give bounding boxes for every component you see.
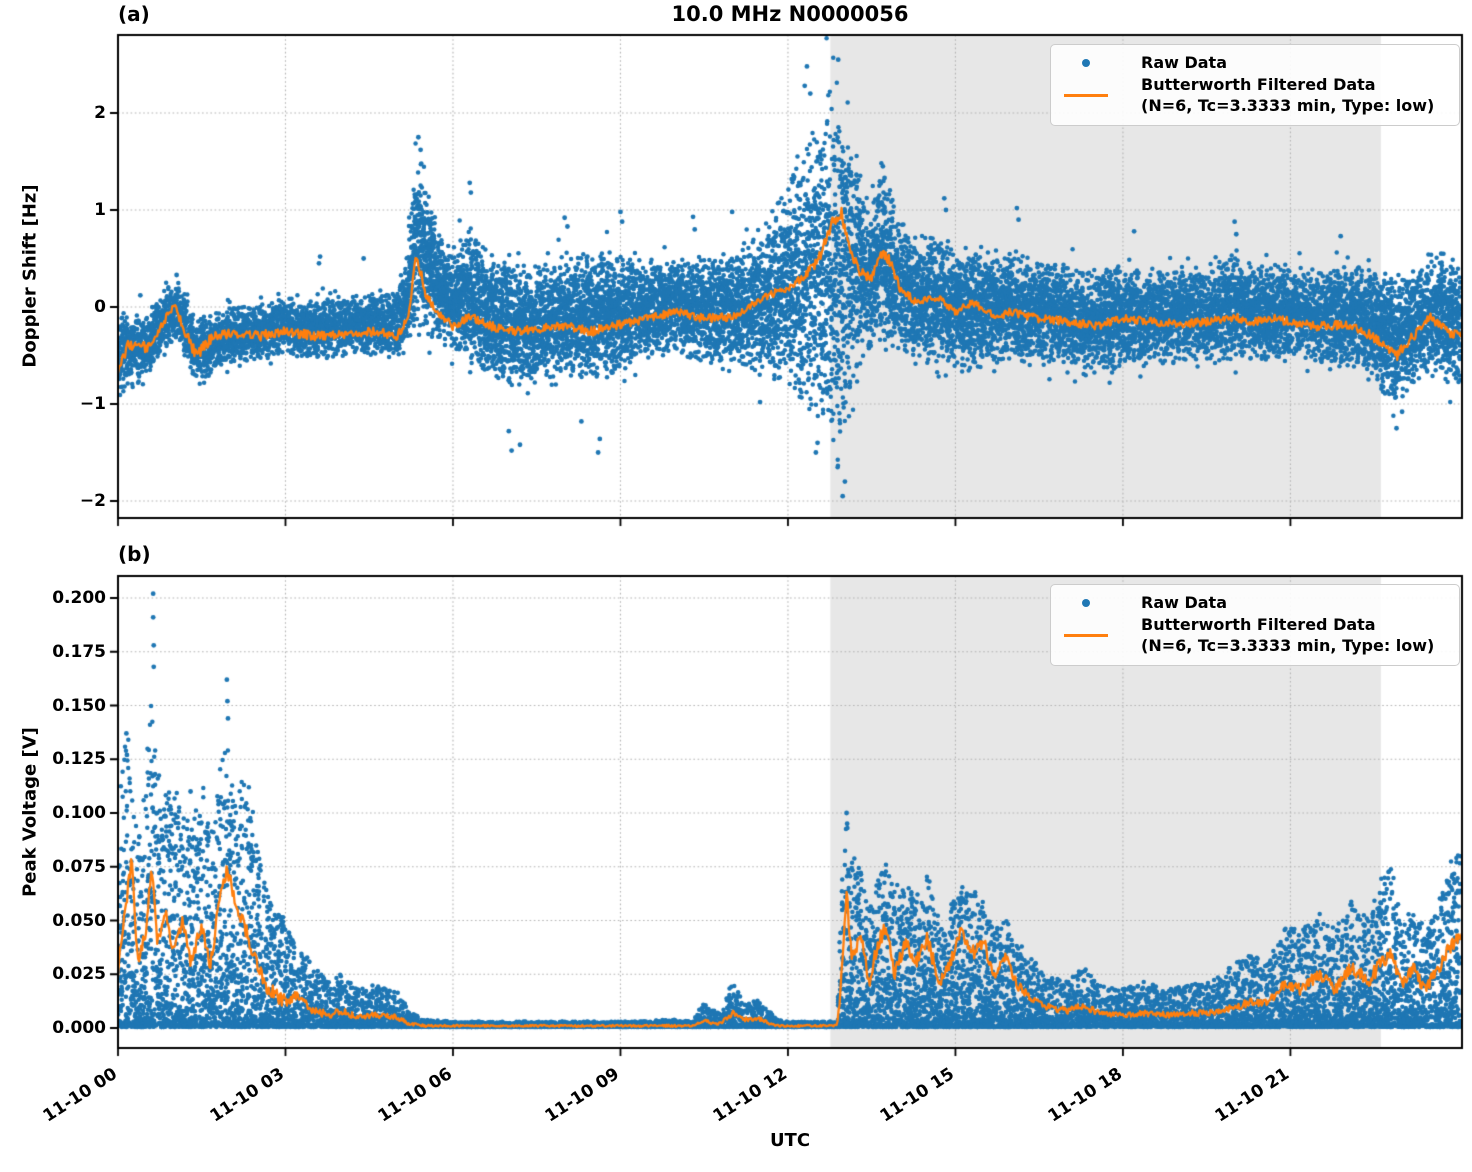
y-tick-label: 0.000 — [52, 1018, 106, 1038]
y-tick-label: 1 — [94, 200, 106, 220]
y-tick-label: 2 — [94, 103, 106, 123]
filtered-line-icon — [1064, 634, 1108, 638]
raw-data-dot-icon — [1082, 59, 1090, 68]
legend-entry-raw: Raw Data — [1063, 53, 1447, 74]
y-tick-label: 0.125 — [52, 749, 106, 770]
panel-b-tag: (b) — [118, 542, 151, 566]
legend-raw-label: Raw Data — [1141, 53, 1227, 72]
legend-panel-b: Raw Data Butterworth Filtered Data (N=6,… — [1050, 584, 1460, 667]
legend-entry-raw: Raw Data — [1063, 593, 1447, 614]
legend-entry-filtered: Butterworth Filtered Data (N=6, Tc=3.333… — [1063, 75, 1447, 117]
filtered-line-icon — [1064, 94, 1108, 98]
y-tick-label: 0.200 — [52, 588, 106, 608]
raw-data-dot-icon — [1082, 599, 1090, 608]
y-tick-label: 0 — [94, 297, 106, 317]
chart-title: 10.0 MHz N0000056 — [671, 2, 909, 26]
y-tick-label: 0.100 — [52, 803, 106, 823]
y-tick-label: 0.150 — [52, 695, 106, 716]
legend-filtered-label: Butterworth Filtered Data (N=6, Tc=3.333… — [1141, 74, 1435, 115]
panel-a-tag: (a) — [118, 2, 150, 26]
y-tick-label: 0.050 — [52, 910, 106, 931]
legend-raw-label: Raw Data — [1141, 593, 1227, 612]
x-axis-label: UTC — [769, 1130, 811, 1151]
y-tick-label: −2 — [79, 491, 106, 511]
y-tick-label: 0.075 — [52, 856, 106, 877]
y-tick-label: 0.175 — [52, 641, 106, 662]
legend-panel-a: Raw Data Butterworth Filtered Data (N=6,… — [1050, 44, 1460, 127]
legend-entry-filtered: Butterworth Filtered Data (N=6, Tc=3.333… — [1063, 615, 1447, 657]
y-tick-label: −1 — [79, 394, 106, 414]
legend-filtered-label: Butterworth Filtered Data (N=6, Tc=3.333… — [1141, 614, 1435, 655]
y-tick-label: 0.025 — [52, 964, 106, 985]
